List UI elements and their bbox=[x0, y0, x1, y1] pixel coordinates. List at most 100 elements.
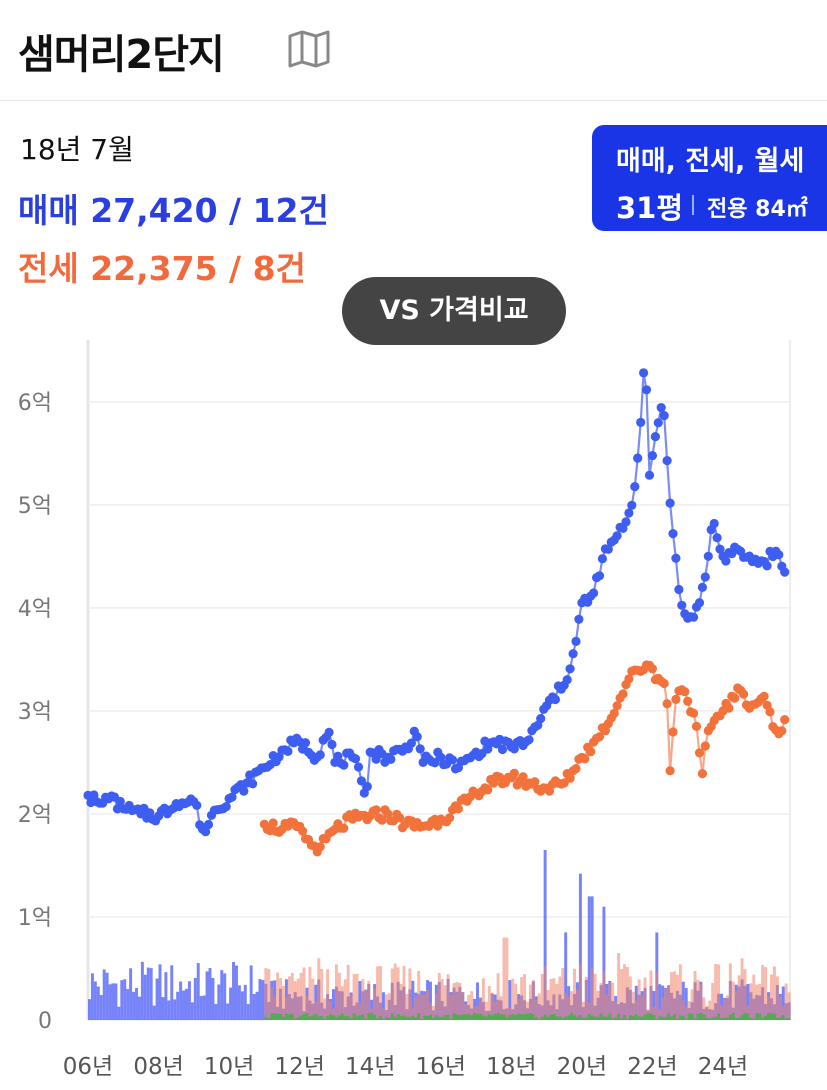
map-icon[interactable] bbox=[286, 28, 332, 68]
volume-bar-rent bbox=[670, 1016, 673, 1020]
jeonse-point bbox=[571, 764, 581, 774]
volume-bar-jeonse bbox=[514, 983, 518, 1020]
volume-bar-sale bbox=[237, 985, 241, 1020]
volume-bar-rent bbox=[446, 1014, 450, 1020]
volume-bar-rent bbox=[537, 1018, 541, 1020]
volume-bar-jeonse bbox=[534, 999, 538, 1020]
volume-bar-jeonse bbox=[323, 998, 327, 1020]
volume-bar-jeonse bbox=[575, 989, 579, 1020]
volume-bar-jeonse bbox=[655, 972, 659, 1020]
volume-bar-rent bbox=[464, 1014, 468, 1020]
sale-point bbox=[339, 760, 349, 770]
volume-bar-jeonse bbox=[287, 976, 291, 1020]
volume-bar-sale bbox=[99, 995, 103, 1020]
volume-bar-rent bbox=[717, 1013, 721, 1020]
volume-bar-jeonse bbox=[675, 974, 679, 1020]
volume-bar-rent bbox=[311, 1015, 315, 1020]
sale-point bbox=[550, 694, 561, 705]
sale-point bbox=[386, 754, 396, 764]
volume-bar-rent bbox=[746, 1013, 750, 1020]
jeonse-point bbox=[680, 687, 690, 697]
volume-bar-rent bbox=[337, 1015, 341, 1020]
volume-bar-jeonse bbox=[573, 968, 576, 1020]
volume-bar-jeonse bbox=[264, 968, 268, 1020]
sale-point bbox=[621, 517, 631, 527]
volume-bar-jeonse bbox=[399, 983, 403, 1020]
volume-bar-rent bbox=[740, 1014, 744, 1020]
volume-bar-rent bbox=[396, 1014, 400, 1020]
volume-bar-jeonse bbox=[696, 979, 700, 1020]
volume-bar-sale bbox=[246, 1004, 250, 1020]
sale-point bbox=[192, 800, 202, 810]
x-tick-label: 22년 bbox=[627, 1054, 677, 1080]
volume-bar-jeonse bbox=[670, 972, 673, 1020]
volume-bar-rent bbox=[581, 1017, 585, 1020]
trade-type-selector[interactable]: 매매, 전세, 월세 31평 전용 84㎡ bbox=[592, 125, 827, 231]
volume-bar-rent bbox=[702, 1014, 706, 1020]
volume-bar-jeonse bbox=[781, 1006, 785, 1020]
volume-bar-rent bbox=[296, 1017, 300, 1020]
volume-bar-jeonse bbox=[431, 1006, 435, 1020]
volume-bar-jeonse bbox=[282, 985, 285, 1020]
volume-bar-jeonse bbox=[608, 982, 612, 1020]
volume-bar-rent bbox=[373, 1015, 377, 1020]
volume-bar-jeonse bbox=[634, 1000, 638, 1020]
sale-point bbox=[430, 758, 440, 768]
volume-bar-jeonse bbox=[593, 973, 597, 1020]
volume-bar-jeonse bbox=[405, 994, 409, 1020]
volume-bar-jeonse bbox=[623, 964, 626, 1020]
volume-bar-jeonse bbox=[317, 958, 321, 1020]
sale-point bbox=[633, 453, 643, 463]
volume-bar-jeonse bbox=[605, 994, 609, 1020]
volume-bar-sale bbox=[240, 991, 244, 1020]
volume-bar-jeonse bbox=[543, 966, 547, 1020]
volume-bar-jeonse bbox=[761, 964, 765, 1020]
volume-bar-rent bbox=[687, 1013, 691, 1020]
volume-bar-rent bbox=[534, 1017, 538, 1020]
volume-bar-sale bbox=[126, 989, 130, 1020]
volume-bar-rent bbox=[528, 1012, 532, 1020]
volume-bar-rent bbox=[387, 1017, 391, 1020]
volume-bar-jeonse bbox=[523, 974, 527, 1020]
sale-point bbox=[639, 368, 649, 378]
price-chart[interactable]: 0 1억 2억 3억 4억 5억 6억 06년 08년 10년 12년 14년 16년 18년 20년 22년… bbox=[0, 320, 827, 1090]
volume-bar-rent bbox=[767, 1012, 771, 1020]
jeonse-point bbox=[683, 696, 693, 706]
volume-bar-rent bbox=[696, 1013, 700, 1020]
volume-bar-sale bbox=[202, 995, 206, 1020]
sale-point bbox=[662, 456, 672, 466]
sale-point bbox=[574, 614, 584, 624]
jeonse-point bbox=[509, 768, 519, 778]
volume-bar-jeonse bbox=[540, 973, 544, 1020]
volume-bar-jeonse bbox=[690, 989, 694, 1020]
sale-point bbox=[650, 432, 661, 442]
volume-bar-rent bbox=[476, 1013, 479, 1020]
volume-bar-rent bbox=[405, 1016, 409, 1020]
sale-point bbox=[447, 755, 458, 765]
volume-bar-rent bbox=[293, 1018, 297, 1020]
y-tick-label: 6억 bbox=[18, 391, 52, 416]
volume-bar-rent bbox=[276, 1013, 280, 1020]
vs-compare-button[interactable]: VS 가격비교 bbox=[342, 277, 566, 345]
volume-bar-jeonse bbox=[717, 964, 721, 1020]
volume-bar-rent bbox=[655, 1018, 659, 1020]
x-tick-label: 10년 bbox=[204, 1054, 254, 1080]
y-tick-label: 0 bbox=[38, 1009, 52, 1034]
volume-bar-rent bbox=[502, 1014, 506, 1020]
sale-point bbox=[689, 612, 699, 622]
header: 샘머리2단지 bbox=[0, 0, 827, 101]
volume-bar-jeonse bbox=[396, 967, 400, 1020]
volume-bar-sale bbox=[182, 990, 186, 1020]
sale-point bbox=[594, 571, 605, 581]
volume-bar-rent bbox=[317, 1016, 321, 1020]
volume-bar-rent bbox=[411, 1015, 415, 1020]
sale-price-summary: 매매 27,420 / 12건 bbox=[18, 191, 329, 230]
jeonse-point bbox=[371, 805, 381, 815]
volume-bar-rent bbox=[714, 1016, 718, 1020]
volume-bar-sale bbox=[476, 982, 479, 1020]
y-tick-label: 3억 bbox=[18, 700, 52, 725]
volume-bar-sale bbox=[123, 979, 127, 1020]
volume-bar-sale bbox=[143, 974, 147, 1020]
volume-bar-jeonse bbox=[411, 1007, 415, 1020]
volume-bar-sale bbox=[746, 983, 750, 1020]
